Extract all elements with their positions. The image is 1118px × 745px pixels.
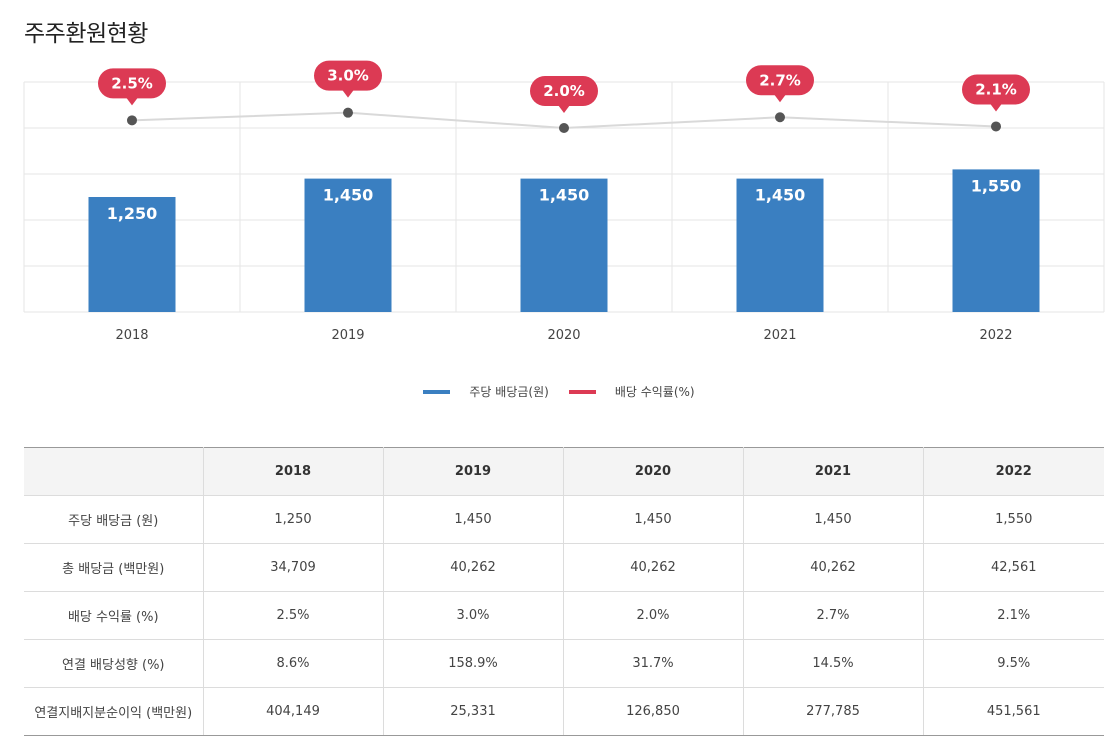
x-tick-label: 2020 xyxy=(547,328,580,343)
table-cell: 31.7% xyxy=(562,639,744,688)
yield-label: 3.0% xyxy=(327,67,369,85)
bar xyxy=(304,178,392,312)
x-tick-label: 2019 xyxy=(331,328,364,343)
yield-badge xyxy=(746,65,814,96)
table-cell: 9.5% xyxy=(922,639,1104,688)
bar-label: 1,450 xyxy=(323,186,374,205)
x-tick-label: 2018 xyxy=(115,328,148,343)
bar-label: 1,450 xyxy=(539,186,590,205)
table-cell: 451,561 xyxy=(922,687,1104,736)
yield-label: 2.7% xyxy=(759,71,801,89)
table-cell: 1,450 xyxy=(742,495,924,544)
legend-swatch-line xyxy=(568,389,596,394)
table-header-row: 2018 2019 2020 2021 2022 xyxy=(24,447,1104,496)
line-point xyxy=(127,115,137,126)
line-point xyxy=(559,123,569,133)
table-row: 배당 수익률 (%) 2.5% 3.0% 2.0% 2.7% 2.1% xyxy=(24,591,1104,640)
table-cell: 14.5% xyxy=(742,639,924,688)
yield-badge xyxy=(314,60,382,91)
table-cell: 158.9% xyxy=(382,639,564,688)
table-cell: 2.7% xyxy=(742,591,924,640)
table-row: 총 배당금 (백만원) 34,709 40,262 40,262 40,262 … xyxy=(24,543,1104,592)
table-cell: 2.0% xyxy=(562,591,744,640)
dividend-chart: 1,250 2018 1,450 2019 1,450 2020 1,450 2021 1,55… xyxy=(23,60,1105,343)
table-header-cell: 2018 xyxy=(202,447,384,496)
legend-item-dividend-yield[interactable]: 배당 수익률(%) xyxy=(568,383,695,400)
table-header-cell: 2022 xyxy=(922,447,1104,496)
yield-badge-pointer xyxy=(342,89,354,98)
yield-badge xyxy=(962,74,1030,105)
table-cell: 8.6% xyxy=(202,639,384,688)
table-cell: 277,785 xyxy=(742,687,924,736)
chart-legend: 주당 배당금(원) 배당 수익률(%) xyxy=(0,383,1118,400)
bar xyxy=(736,178,824,312)
yield-badge xyxy=(530,76,598,106)
table-header-cell: 2020 xyxy=(562,447,744,496)
bar xyxy=(952,169,1040,312)
row-label: 연결 배당성향 (%) xyxy=(24,639,204,688)
table-cell: 1,450 xyxy=(382,495,564,544)
yield-badge xyxy=(98,68,166,99)
row-label: 주당 배당금 (원) xyxy=(24,495,204,544)
bar xyxy=(520,178,608,312)
yield-label: 2.0% xyxy=(543,82,585,100)
row-label: 연결지배지분순이익 (백만원) xyxy=(24,687,204,736)
table-cell: 404,149 xyxy=(202,687,384,736)
line-point xyxy=(343,107,353,118)
yield-badge-pointer xyxy=(558,105,570,113)
table-cell: 40,262 xyxy=(562,543,744,592)
legend-label: 주당 배당금(원) xyxy=(469,385,549,399)
bar-label: 1,450 xyxy=(755,186,806,205)
table-row: 연결지배지분순이익 (백만원) 404,149 25,331 126,850 2… xyxy=(24,687,1104,736)
line-point xyxy=(991,121,1001,132)
table-row: 연결 배당성향 (%) 8.6% 158.9% 31.7% 14.5% 9.5% xyxy=(24,639,1104,688)
shareholder-return-table: 2018 2019 2020 2021 2022 주당 배당금 (원) 1,25… xyxy=(24,447,1104,736)
bar-label: 1,550 xyxy=(971,176,1022,195)
row-label: 총 배당금 (백만원) xyxy=(24,543,204,592)
yield-badge-pointer xyxy=(126,97,138,106)
table-header-cell: 2021 xyxy=(742,447,924,496)
page-title: 주주환원현황 xyxy=(24,21,148,47)
table-cell: 34,709 xyxy=(202,543,384,592)
table-cell: 2.5% xyxy=(202,591,384,640)
row-label: 배당 수익률 (%) xyxy=(24,591,204,640)
bar xyxy=(88,197,176,312)
legend-item-dividend-per-share[interactable]: 주당 배당금(원) xyxy=(423,383,549,400)
yield-badge-pointer xyxy=(990,103,1002,112)
bar-label: 1,250 xyxy=(107,204,158,223)
table-cell: 1,250 xyxy=(202,495,384,544)
table-cell: 126,850 xyxy=(562,687,744,736)
yield-badge-pointer xyxy=(774,94,786,103)
x-tick-label: 2021 xyxy=(763,328,796,343)
table-header-cell xyxy=(24,447,204,496)
line-point xyxy=(775,112,785,123)
table-cell: 25,331 xyxy=(382,687,564,736)
yield-label: 2.5% xyxy=(111,74,153,92)
yield-label: 2.1% xyxy=(975,80,1017,98)
table-cell: 40,262 xyxy=(742,543,924,592)
table-cell: 40,262 xyxy=(382,543,564,592)
x-tick-label: 2022 xyxy=(979,328,1012,343)
table-header-cell: 2019 xyxy=(382,447,564,496)
table-cell: 1,550 xyxy=(922,495,1104,544)
table-row: 주당 배당금 (원) 1,250 1,450 1,450 1,450 1,550 xyxy=(24,495,1104,544)
table-cell: 42,561 xyxy=(922,543,1104,592)
table-cell: 1,450 xyxy=(562,495,744,544)
table-cell: 3.0% xyxy=(382,591,564,640)
legend-swatch-bar xyxy=(423,389,451,394)
table-cell: 2.1% xyxy=(922,591,1104,640)
legend-label: 배당 수익률(%) xyxy=(614,385,695,399)
